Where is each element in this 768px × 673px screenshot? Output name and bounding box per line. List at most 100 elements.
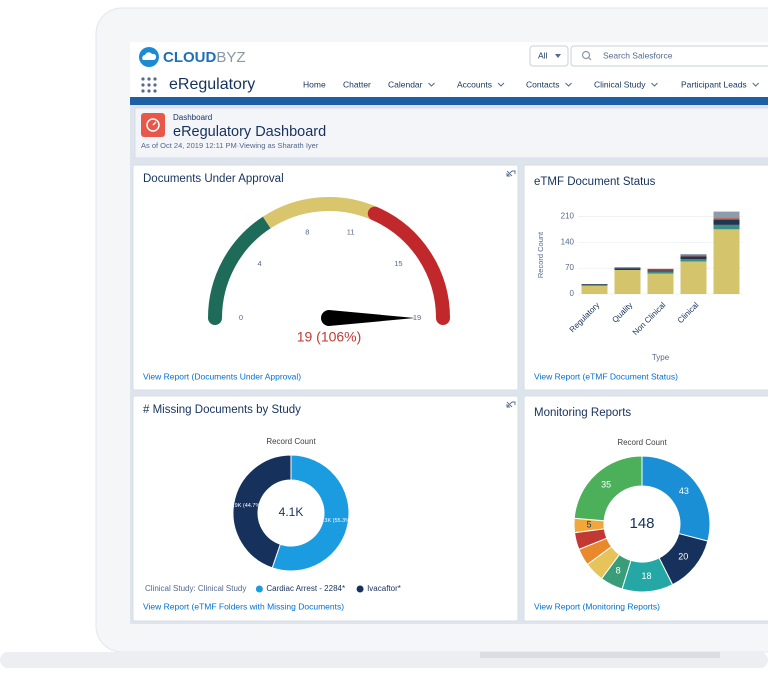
y-tick-label: 140 [561,237,575,246]
laptop-notch [480,652,720,658]
bar-segment [647,268,674,271]
nav-item[interactable]: Accounts [457,79,492,89]
nav-chevron[interactable] [428,82,435,87]
donut-slice [232,454,292,569]
bar-segment [713,229,740,294]
nav-item[interactable]: Calendar [388,79,423,89]
logo-light: BYZ [216,49,245,66]
panel-title: # Missing Documents by Study [143,404,301,416]
legend-title: Clinical Study: Clinical Study [145,584,246,593]
panel-title: eTMF Document Status [534,176,656,188]
bar-segment [647,270,674,272]
donut-value-label: 2.3K (55.3%) [320,518,352,524]
gauge-tick-label: 19 [413,313,421,322]
nav-chevron[interactable] [752,82,760,87]
legend-swatch [255,585,263,593]
nav-item[interactable]: Contacts [526,79,560,89]
view-report-link[interactable]: View Report (eTMF Folders with Missing D… [143,601,344,611]
donut-slice [271,454,350,572]
gauge-tick-label: 11 [347,228,355,237]
nav-chevron[interactable] [565,82,572,87]
y-tick-label: 0 [570,289,575,298]
gauge-band [208,215,274,325]
search-scope-caret [555,54,561,58]
donut-value-label: 1.9K (44.7%) [230,503,262,509]
donut-slice [573,455,643,522]
app-name: eRegulatory [169,76,255,93]
donut-value-label: 43 [679,486,689,496]
view-report-link[interactable]: View Report (eTMF Document Status) [534,371,678,381]
donut-value-label: 8 [616,566,621,576]
donut-header: Record Count [617,438,667,447]
logo: CLOUDBYZ [163,49,246,66]
legend-swatch [356,585,364,593]
panel [523,164,768,391]
logo-cloud [142,52,157,60]
x-axis-label: Type [652,353,670,362]
donut-center-label: 148 [629,515,654,532]
y-tick-label: 210 [561,212,575,221]
brand-band [130,97,768,105]
gauge-value: 19 (106%) [297,329,362,345]
logo-bold: CLOUD [163,49,216,66]
bar-segment [713,219,740,225]
panel [523,395,768,622]
panel-title: Monitoring Reports [534,407,631,419]
view-report-link[interactable]: View Report (Monitoring Reports) [534,601,660,611]
search-scope[interactable]: All [538,50,548,60]
expand-icon[interactable] [506,401,516,408]
bar-segment [713,224,740,230]
bar-segment [647,273,674,294]
donut-center-label: 4.1K [279,505,304,519]
bar-segment [680,259,707,262]
view-report-link[interactable]: View Report (Documents Under Approval) [143,371,301,381]
dashboard-title: eRegulatory Dashboard [173,124,326,140]
y-tick-label: 70 [565,263,574,272]
bar-segment [614,269,641,294]
donut-slice [641,455,711,542]
legend-label: Cardiac Arrest - 2284* [266,584,345,593]
nav-item[interactable]: Chatter [343,79,371,89]
donut-header: Record Count [266,437,316,446]
bar-segment [680,261,707,294]
expand-icon[interactable] [506,170,516,177]
search-icon [581,50,591,60]
nav-item[interactable]: Home [303,79,326,89]
dashboard-header [134,107,768,159]
gauge-band [262,197,378,229]
gauge-tick-label: 4 [257,259,261,268]
bar-segment [713,218,740,220]
nav-item[interactable]: Participant Leads [681,79,747,89]
gauge-band [367,206,450,325]
nav-chevron[interactable] [497,82,505,87]
gauge-needle [321,310,415,326]
gauge-tick-label: 15 [394,259,402,268]
dashboard-subtitle: As of Oct 24, 2019 12:11 PM·Viewing as S… [141,141,319,150]
bar-segment [713,211,740,219]
donut-value-label: 18 [641,571,651,581]
bar-segment [581,284,608,286]
search-placeholder[interactable]: Search Salesforce [603,50,673,60]
dashboard-icon-needle [152,121,157,126]
panel [132,164,519,391]
app-launcher[interactable] [141,77,157,93]
nav-item[interactable]: Clinical Study [594,79,646,89]
bar-segment [581,284,608,285]
search-box[interactable] [570,45,768,67]
donut-value-label: 35 [601,479,611,489]
nav-chevron[interactable] [651,82,658,87]
bar-segment [581,285,608,294]
dashboard-label: Dashboard [173,113,212,122]
gauge-tick-label: 8 [305,228,309,237]
bar-segment [680,254,707,256]
bar-segment [680,255,707,257]
legend-label: Ivacaftor* [367,584,401,593]
bar-segment [680,256,707,260]
donut-value-label: 5 [587,519,592,529]
search-scope-box[interactable] [529,45,569,67]
bar-segment [647,271,674,274]
bar-segment [614,267,641,269]
panel-title: Documents Under Approval [143,173,284,185]
